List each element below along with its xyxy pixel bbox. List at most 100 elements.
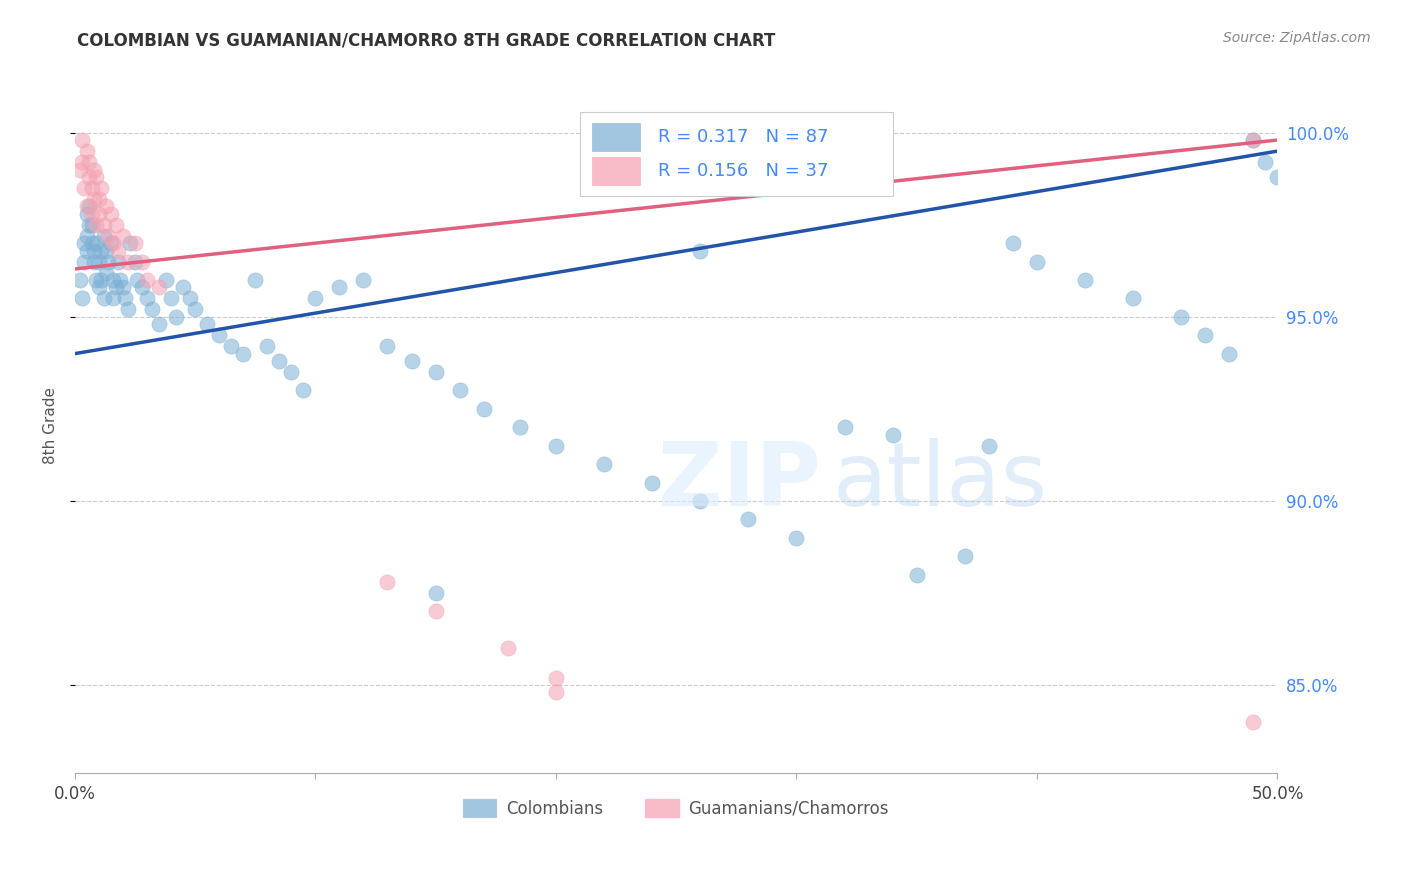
FancyBboxPatch shape [579, 112, 893, 195]
Point [509, 420, 531, 434]
Point [87, 192, 110, 206]
Point [184, 302, 207, 317]
Point [73, 236, 96, 251]
Point [245, 273, 267, 287]
Text: ZIP: ZIP [658, 438, 821, 524]
Point [1170, 310, 1192, 324]
Point [1074, 273, 1097, 287]
Point [127, 273, 149, 287]
Point [131, 280, 153, 294]
Point [77, 199, 100, 213]
Point [94, 266, 117, 280]
Point [155, 273, 177, 287]
Point [87, 207, 110, 221]
Point [87, 254, 110, 268]
Point [70, 133, 93, 147]
Point [97, 228, 120, 243]
Point [141, 302, 163, 317]
Point [1241, 133, 1264, 147]
Point [472, 401, 495, 416]
Point [148, 317, 170, 331]
Point [977, 439, 1000, 453]
Point [544, 685, 567, 699]
Point [377, 574, 399, 589]
Point [544, 439, 567, 453]
Text: R = 0.156   N = 37: R = 0.156 N = 37 [658, 162, 828, 180]
Point [737, 512, 759, 526]
Point [110, 273, 132, 287]
Point [83, 244, 105, 258]
FancyBboxPatch shape [592, 123, 640, 151]
Point [172, 280, 194, 294]
Point [953, 549, 976, 564]
Point [304, 292, 326, 306]
Point [111, 228, 134, 243]
Point [93, 228, 115, 243]
Point [80, 207, 103, 221]
Point [80, 181, 103, 195]
Point [256, 339, 278, 353]
Point [136, 292, 159, 306]
Point [77, 155, 100, 169]
Text: atlas: atlas [832, 438, 1047, 524]
Point [76, 228, 98, 243]
Point [83, 192, 105, 206]
Point [87, 280, 110, 294]
Point [103, 273, 125, 287]
Point [1218, 346, 1240, 360]
Point [93, 218, 115, 232]
Point [232, 346, 254, 360]
Point [377, 339, 399, 353]
Point [1241, 714, 1264, 729]
Point [1194, 328, 1216, 343]
Point [269, 354, 291, 368]
Point [449, 384, 471, 398]
Point [94, 244, 117, 258]
FancyBboxPatch shape [592, 158, 640, 186]
Point [425, 586, 447, 600]
Point [208, 328, 231, 343]
Point [1001, 236, 1024, 251]
Point [117, 254, 139, 268]
Point [1241, 133, 1264, 147]
Point [544, 671, 567, 685]
Point [73, 254, 96, 268]
Point [90, 181, 112, 195]
Point [1254, 155, 1277, 169]
Point [160, 292, 183, 306]
Point [86, 273, 108, 287]
Point [104, 218, 127, 232]
Point [93, 292, 115, 306]
Point [111, 280, 134, 294]
Point [689, 494, 711, 508]
Point [1267, 169, 1289, 184]
Point [77, 218, 100, 232]
Point [73, 181, 96, 195]
Point [107, 244, 129, 258]
Point [70, 155, 93, 169]
Point [882, 427, 904, 442]
Point [80, 218, 103, 232]
Point [117, 302, 139, 317]
Point [641, 475, 664, 490]
Point [834, 420, 856, 434]
Point [785, 531, 807, 545]
Point [83, 162, 105, 177]
Point [179, 292, 201, 306]
Point [219, 339, 242, 353]
Point [131, 254, 153, 268]
Point [120, 236, 142, 251]
Point [280, 365, 302, 379]
Point [103, 236, 125, 251]
Point [86, 169, 108, 184]
Point [124, 254, 146, 268]
Point [94, 199, 117, 213]
Point [148, 280, 170, 294]
Point [69, 273, 91, 287]
Text: Source: ZipAtlas.com: Source: ZipAtlas.com [1223, 31, 1371, 45]
Point [76, 144, 98, 158]
Point [100, 236, 122, 251]
Point [689, 244, 711, 258]
Point [90, 273, 112, 287]
Point [97, 254, 120, 268]
